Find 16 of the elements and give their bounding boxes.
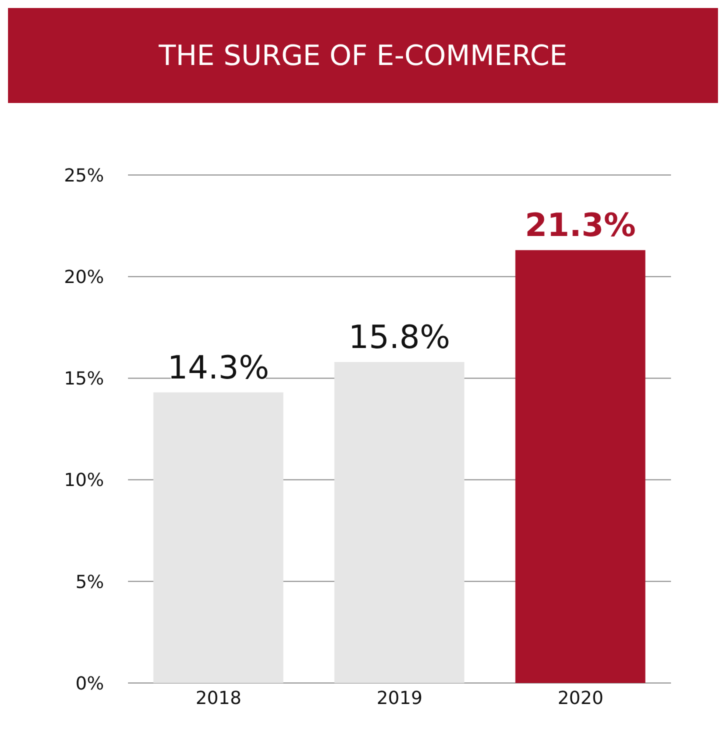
- y-tick-label: 0%: [75, 673, 104, 694]
- y-tick-label: 25%: [64, 165, 104, 186]
- data-label: 14.3%: [168, 348, 270, 386]
- y-tick-label: 20%: [64, 266, 104, 288]
- y-tick-label: 15%: [64, 368, 104, 390]
- bar: [153, 392, 284, 683]
- y-tick-label: 5%: [75, 572, 104, 593]
- x-tick-label: 2018: [196, 688, 242, 709]
- x-tick-label: 2019: [376, 688, 422, 709]
- data-label: 15.8%: [348, 318, 450, 356]
- bar: [334, 362, 464, 683]
- chart-title: THE SURGE OF E-COMMERCE: [8, 8, 718, 103]
- data-label: 21.3%: [524, 206, 636, 244]
- x-tick-label: 2020: [558, 688, 604, 709]
- y-tick-label: 10%: [64, 470, 104, 492]
- bar: [515, 250, 646, 683]
